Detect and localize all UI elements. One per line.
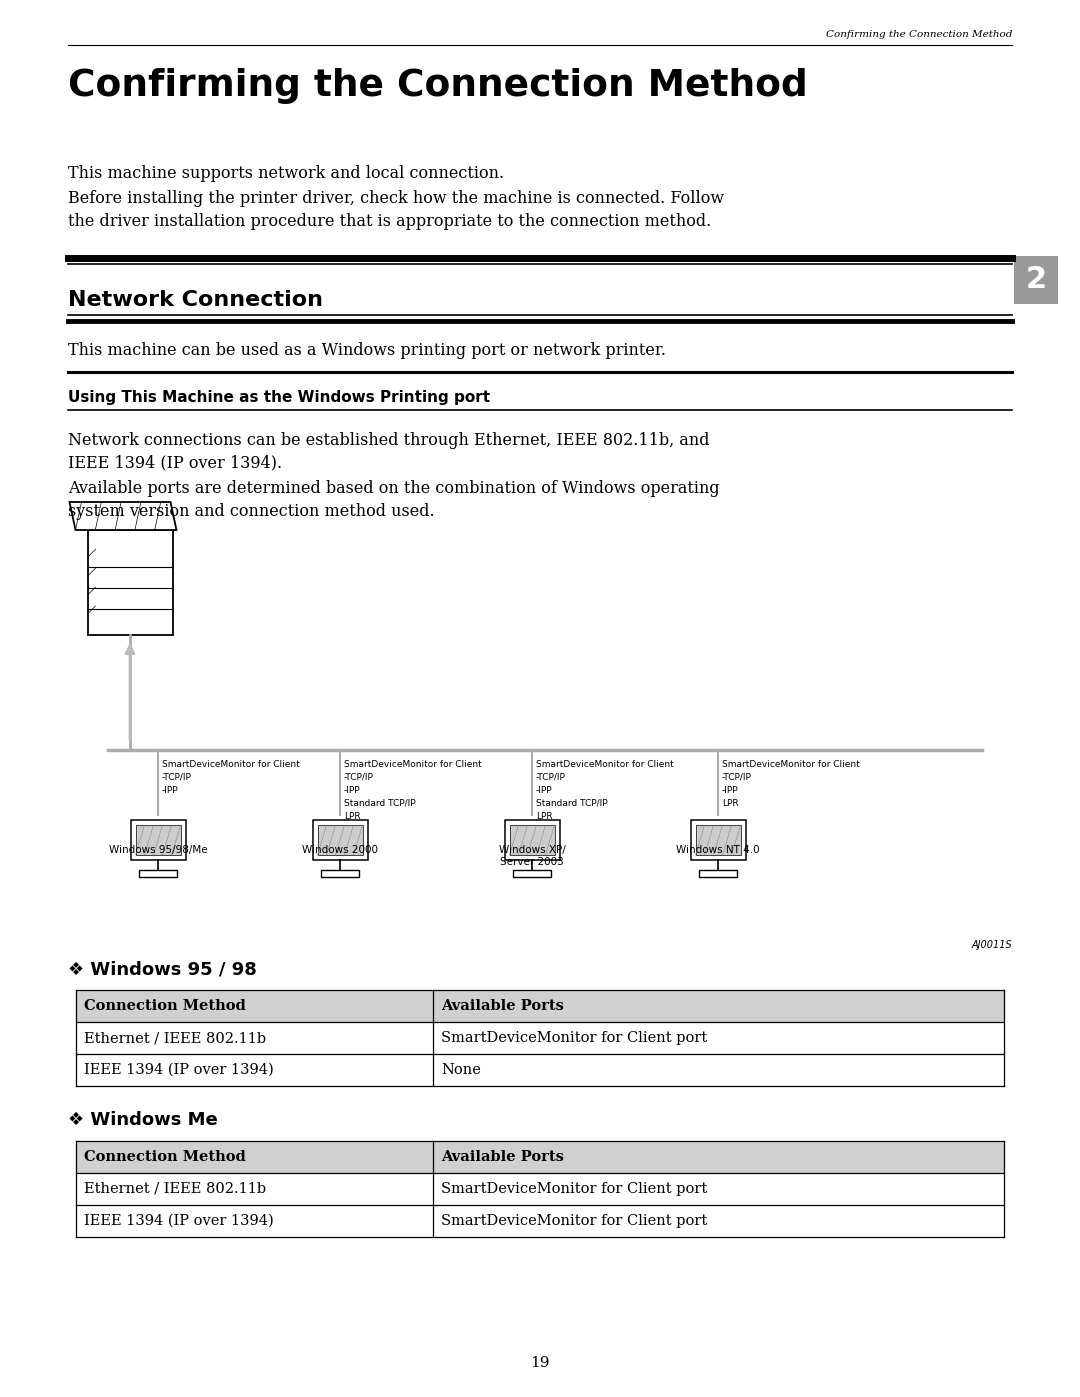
Bar	[690, 820, 745, 861]
Text: AJ0011S: AJ0011S	[971, 940, 1012, 950]
Text: SmartDeviceMonitor for Client: SmartDeviceMonitor for Client	[536, 760, 674, 768]
Text: Available Ports: Available Ports	[442, 999, 564, 1013]
Text: None: None	[442, 1063, 482, 1077]
Bar	[1014, 256, 1058, 305]
Text: Network connections can be established through Ethernet, IEEE 802.11b, and
IEEE : Network connections can be established t…	[68, 432, 710, 472]
Bar	[312, 820, 367, 861]
Text: -IPP: -IPP	[345, 787, 361, 795]
Bar	[87, 529, 173, 636]
Text: SmartDeviceMonitor for Client port: SmartDeviceMonitor for Client port	[442, 1214, 707, 1228]
Bar	[513, 870, 551, 877]
Bar	[76, 990, 1004, 1023]
Text: -IPP: -IPP	[723, 787, 739, 795]
Text: 2: 2	[1025, 265, 1047, 295]
Text: Before installing the printer driver, check how the machine is connected. Follow: Before installing the printer driver, ch…	[68, 190, 724, 231]
Text: Network Connection: Network Connection	[68, 291, 323, 310]
Text: ❖ Windows Me: ❖ Windows Me	[68, 1111, 218, 1129]
Text: SmartDeviceMonitor for Client: SmartDeviceMonitor for Client	[162, 760, 300, 768]
Text: Confirming the Connection Method: Confirming the Connection Method	[68, 68, 808, 103]
Text: SmartDeviceMonitor for Client port: SmartDeviceMonitor for Client port	[442, 1031, 707, 1045]
Text: 19: 19	[530, 1356, 550, 1370]
Bar	[321, 870, 360, 877]
Text: Ethernet / IEEE 802.11b: Ethernet / IEEE 802.11b	[84, 1031, 266, 1045]
Text: Windows 95/98/Me: Windows 95/98/Me	[109, 845, 207, 855]
Bar	[318, 826, 363, 855]
Text: Using This Machine as the Windows Printing port: Using This Machine as the Windows Printi…	[68, 390, 490, 405]
Bar	[696, 826, 741, 855]
Text: Available Ports: Available Ports	[442, 1150, 564, 1164]
Text: Available ports are determined based on the combination of Windows operating
sys: Available ports are determined based on …	[68, 481, 719, 520]
Text: -IPP: -IPP	[162, 787, 178, 795]
Text: This machine supports network and local connection.: This machine supports network and local …	[68, 165, 504, 182]
Text: Connection Method: Connection Method	[84, 999, 246, 1013]
Text: Windows XP/
Server 2003: Windows XP/ Server 2003	[499, 845, 565, 868]
Text: Windows NT 4.0: Windows NT 4.0	[676, 845, 760, 855]
Text: -TCP/IP: -TCP/IP	[536, 773, 566, 782]
Text: -TCP/IP: -TCP/IP	[723, 773, 752, 782]
Text: Standard TCP/IP: Standard TCP/IP	[345, 799, 416, 807]
Text: Windows 2000: Windows 2000	[302, 845, 378, 855]
Bar	[131, 820, 186, 861]
Text: -IPP: -IPP	[536, 787, 553, 795]
Bar	[504, 820, 559, 861]
Text: Confirming the Connection Method: Confirming the Connection Method	[825, 29, 1012, 39]
Text: SmartDeviceMonitor for Client: SmartDeviceMonitor for Client	[345, 760, 482, 768]
Bar	[699, 870, 738, 877]
Bar	[135, 826, 180, 855]
Text: This machine can be used as a Windows printing port or network printer.: This machine can be used as a Windows pr…	[68, 342, 666, 359]
Text: IEEE 1394 (IP over 1394): IEEE 1394 (IP over 1394)	[84, 1063, 273, 1077]
Text: Connection Method: Connection Method	[84, 1150, 246, 1164]
Bar	[76, 1141, 1004, 1173]
Text: LPR: LPR	[345, 812, 361, 821]
Bar	[510, 826, 554, 855]
Bar	[138, 870, 177, 877]
Text: SmartDeviceMonitor for Client: SmartDeviceMonitor for Client	[723, 760, 860, 768]
Text: SmartDeviceMonitor for Client port: SmartDeviceMonitor for Client port	[442, 1182, 707, 1196]
Text: Standard TCP/IP: Standard TCP/IP	[536, 799, 608, 807]
Text: Ethernet / IEEE 802.11b: Ethernet / IEEE 802.11b	[84, 1182, 266, 1196]
Polygon shape	[69, 502, 176, 529]
Text: LPR: LPR	[536, 812, 553, 821]
Text: -TCP/IP: -TCP/IP	[345, 773, 374, 782]
Text: LPR: LPR	[723, 799, 739, 807]
Text: -TCP/IP: -TCP/IP	[162, 773, 192, 782]
Text: ❖ Windows 95 / 98: ❖ Windows 95 / 98	[68, 960, 257, 978]
Text: IEEE 1394 (IP over 1394): IEEE 1394 (IP over 1394)	[84, 1214, 273, 1228]
